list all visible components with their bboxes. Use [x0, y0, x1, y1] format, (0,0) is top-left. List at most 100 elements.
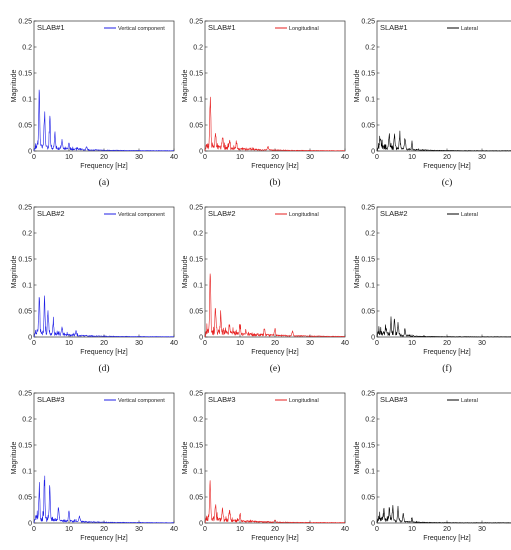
y-tick-label: 0.25 — [361, 18, 375, 25]
x-tick-label: 40 — [170, 154, 178, 161]
x-tick-label: 20 — [100, 154, 108, 161]
y-tick-label: 0.1 — [22, 96, 32, 103]
legend-label: Vertical component — [118, 398, 165, 404]
x-tick-label: 10 — [236, 526, 244, 533]
x-axis-label: Frequency [Hz] — [423, 535, 471, 542]
panel-caption: (f) — [442, 363, 452, 374]
y-tick-label: 0.15 — [189, 442, 203, 449]
panel-a: 0 0.05 0.1 0.15 0.2 0.25 0 10 20 30 40 Frequency [H… — [11, 18, 178, 188]
legend-label: Longitudinal — [289, 398, 319, 404]
x-tick-label: 20 — [443, 526, 451, 533]
legend-label: Longitudinal — [289, 26, 319, 32]
y-tick-label: 0.25 — [18, 204, 32, 211]
x-axis-label: Frequency [Hz] — [251, 163, 299, 170]
y-tick-label: 0.2 — [22, 230, 32, 237]
legend-label: Lateral — [461, 26, 478, 32]
y-tick-label: 0.1 — [193, 468, 203, 475]
plot-frame — [376, 20, 511, 152]
y-tick-label: 0.15 — [361, 442, 375, 449]
y-axis-label: Magnitude — [354, 256, 361, 289]
x-axis-label: Frequency [Hz] — [80, 535, 128, 542]
x-tick-label: 10 — [408, 526, 416, 533]
spectrum-line — [204, 96, 346, 152]
x-axis-label: Frequency [Hz] — [423, 163, 471, 170]
legend-label: Longitudinal — [289, 212, 319, 218]
y-tick-label: 0.25 — [18, 18, 32, 25]
y-tick-label: 0.2 — [193, 416, 203, 423]
x-tick-label: 20 — [271, 154, 279, 161]
y-tick-label: 0.25 — [361, 390, 375, 397]
panel-e: 0 0.05 0.1 0.15 0.2 0.25 0 10 20 30 40 Frequency [H… — [182, 204, 349, 374]
y-tick-label: 0.05 — [18, 494, 32, 501]
x-tick-label: 30 — [478, 526, 486, 533]
y-tick-label: 0.1 — [193, 96, 203, 103]
legend-label: Lateral — [461, 212, 478, 218]
x-axis-label: Frequency [Hz] — [251, 349, 299, 356]
x-tick-label: 20 — [271, 340, 279, 347]
x-tick-label: 30 — [306, 154, 314, 161]
spectrum-line — [376, 130, 511, 152]
y-tick-label: 0.25 — [361, 204, 375, 211]
x-tick-label: 0 — [375, 154, 379, 161]
y-tick-label: 0.15 — [18, 442, 32, 449]
x-tick-label: 0 — [32, 154, 36, 161]
y-tick-label: 0.15 — [18, 256, 32, 263]
x-tick-label: 0 — [32, 340, 36, 347]
y-tick-label: 0.05 — [361, 494, 375, 501]
panel-caption: (a) — [99, 177, 110, 188]
x-tick-label: 40 — [170, 526, 178, 533]
slab-label: SLAB#2 — [208, 209, 236, 218]
y-tick-label: 0 — [199, 148, 203, 155]
y-tick-label: 0.25 — [189, 204, 203, 211]
y-tick-label: 0.2 — [22, 416, 32, 423]
x-tick-label: 10 — [65, 526, 73, 533]
y-tick-label: 0 — [199, 334, 203, 341]
y-tick-label: 0 — [371, 334, 375, 341]
legend-label: Lateral — [461, 398, 478, 404]
y-tick-label: 0.15 — [189, 70, 203, 77]
y-tick-label: 0.2 — [365, 230, 375, 237]
x-tick-label: 0 — [375, 526, 379, 533]
panel-b: 0 0.05 0.1 0.15 0.2 0.25 0 10 20 30 40 Frequency [H… — [182, 18, 349, 188]
y-axis-label: Magnitude — [354, 70, 361, 103]
x-tick-label: 20 — [443, 340, 451, 347]
plot-frame — [33, 206, 175, 338]
x-tick-label: 30 — [306, 526, 314, 533]
x-tick-label: 10 — [65, 340, 73, 347]
legend-label: Vertical component — [118, 212, 165, 218]
legend-label: Vertical component — [118, 26, 165, 32]
panel-caption: (e) — [270, 363, 281, 374]
x-tick-label: 10 — [408, 340, 416, 347]
x-tick-label: 30 — [306, 340, 314, 347]
panel-caption: (b) — [269, 177, 280, 188]
slab-label: SLAB#1 — [37, 23, 65, 32]
y-tick-label: 0.2 — [193, 44, 203, 51]
y-tick-label: 0.2 — [193, 230, 203, 237]
y-tick-label: 0.05 — [361, 308, 375, 315]
y-tick-label: 0.15 — [189, 256, 203, 263]
slab-label: SLAB#2 — [37, 209, 65, 218]
y-tick-label: 0.1 — [365, 96, 375, 103]
x-tick-label: 40 — [341, 340, 349, 347]
x-tick-label: 0 — [203, 526, 207, 533]
x-tick-label: 40 — [341, 526, 349, 533]
plot-frame — [33, 392, 175, 524]
y-tick-label: 0.1 — [365, 282, 375, 289]
panel-g: 0 0.05 0.1 0.15 0.2 0.25 0 10 20 30 40 Frequency [H… — [11, 390, 178, 550]
spectrum-line — [204, 480, 346, 524]
y-tick-label: 0.1 — [365, 468, 375, 475]
plot-frame — [204, 392, 346, 524]
x-axis-label: Frequency [Hz] — [80, 349, 128, 356]
y-axis-label: Magnitude — [354, 442, 361, 475]
x-axis-label: Frequency [Hz] — [251, 535, 299, 542]
x-tick-label: 20 — [100, 340, 108, 347]
y-tick-label: 0.2 — [22, 44, 32, 51]
y-axis-label: Magnitude — [182, 256, 189, 289]
y-tick-label: 0.1 — [22, 468, 32, 475]
spectrum-line — [33, 89, 175, 152]
slab-label: SLAB#3 — [380, 395, 408, 404]
